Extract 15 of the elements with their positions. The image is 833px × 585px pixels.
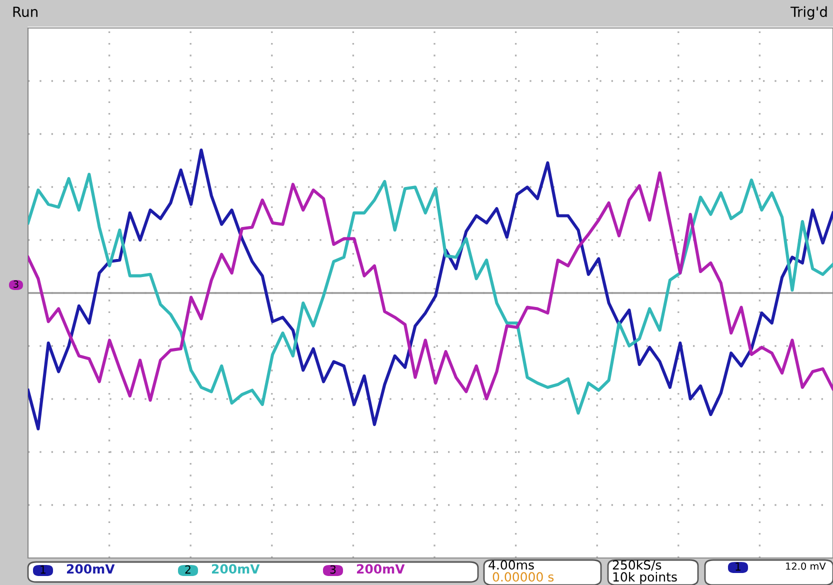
text: 200mV: [212, 564, 260, 574]
text: 250kS/s: [612, 560, 662, 571]
text: 200mV: [356, 564, 405, 574]
text: 10k points: [613, 572, 677, 584]
text: 1: [736, 562, 741, 571]
text: 1: [40, 565, 46, 574]
text: Trig'd: [790, 6, 827, 20]
text: 3: [330, 565, 336, 574]
text: Run: [13, 6, 38, 18]
text: 4.00ms: [488, 560, 534, 570]
text: 200mV: [66, 564, 115, 574]
text: 2: [185, 565, 190, 574]
text: 3: [14, 280, 18, 288]
text: 0.00000 s: [492, 572, 554, 582]
text: 12.0 mV: [786, 562, 826, 570]
